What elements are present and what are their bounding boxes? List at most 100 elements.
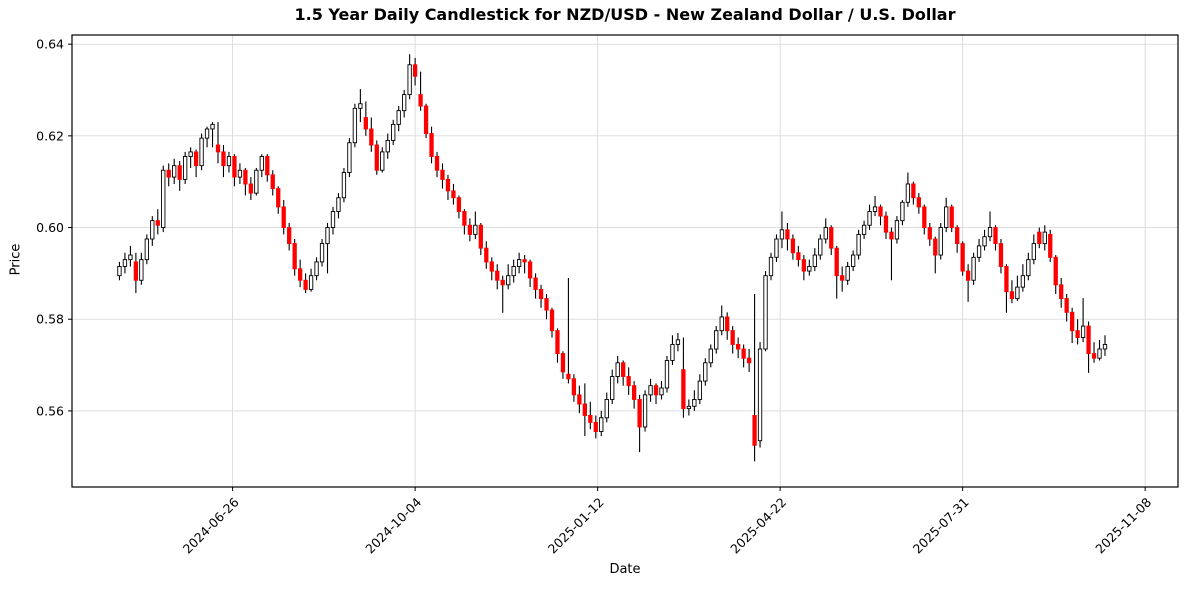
candle-down	[292, 243, 297, 270]
candle-up	[1102, 343, 1108, 350]
x-tick-label: 2024-06-26	[180, 494, 242, 556]
candle-down	[456, 197, 462, 212]
candle-up	[675, 339, 681, 345]
candle-down	[631, 385, 637, 400]
candle-down	[801, 259, 807, 272]
candle-down	[796, 252, 801, 261]
candle-down	[681, 369, 686, 410]
candle-down	[374, 144, 379, 171]
candle-down	[736, 343, 741, 350]
candle-up	[615, 362, 620, 377]
candle-down	[155, 220, 160, 226]
candle-up	[812, 254, 817, 267]
candle-up	[670, 343, 675, 361]
candle-up	[894, 220, 900, 240]
y-tick-label: 0.56	[36, 403, 64, 418]
candle-down	[998, 243, 1004, 267]
candle-down	[1048, 233, 1053, 258]
candle-down	[785, 229, 790, 240]
candle-up	[938, 227, 943, 256]
candle-down	[533, 277, 538, 290]
candle-down	[911, 183, 916, 199]
candle-up	[161, 169, 166, 228]
candle-up	[1031, 243, 1036, 261]
candle-down	[560, 353, 566, 373]
candle-up	[703, 362, 708, 382]
candle-up	[199, 137, 204, 167]
candle-down	[955, 227, 960, 245]
candle-up	[867, 211, 872, 226]
candle-down	[730, 330, 735, 345]
candle-down	[1053, 256, 1058, 286]
candle-down	[582, 403, 587, 416]
candle-up	[150, 220, 155, 240]
candle-down	[462, 211, 467, 226]
candle-up	[506, 275, 511, 286]
candle-down	[544, 298, 549, 311]
candle-up	[1015, 286, 1020, 300]
candle-down	[1059, 284, 1064, 300]
candle-down	[621, 362, 626, 377]
candle-up	[407, 64, 412, 96]
candle-down	[1091, 353, 1097, 359]
candle-up	[719, 316, 724, 332]
candle-up	[319, 243, 325, 263]
candle-down	[949, 206, 954, 228]
candle-down	[1037, 231, 1042, 245]
candle-down	[566, 373, 571, 380]
candle-down	[281, 206, 286, 228]
candle-down	[889, 231, 894, 240]
y-tick-label: 0.62	[36, 128, 64, 143]
candle-up	[325, 227, 330, 245]
candle-down	[434, 156, 440, 171]
x-tick-label: 2024-10-04	[362, 494, 424, 556]
candle-up	[944, 206, 949, 228]
candle-up	[516, 259, 522, 267]
candle-down	[484, 247, 489, 263]
candle-up	[982, 236, 987, 247]
candle-up	[385, 139, 390, 153]
candle-down	[840, 275, 845, 281]
candle-up	[226, 156, 232, 167]
candle-up	[259, 156, 264, 171]
candle-down	[933, 238, 938, 256]
candle-down	[571, 378, 577, 396]
candle-up	[610, 376, 615, 400]
candle-up	[697, 380, 702, 400]
candle-down	[418, 94, 423, 107]
candle-down	[1069, 311, 1075, 332]
candle-down	[916, 197, 921, 208]
candle-down	[752, 415, 757, 446]
candle-up	[604, 398, 609, 419]
candle-up	[144, 238, 149, 261]
candle-up	[380, 151, 385, 171]
candle-up	[139, 259, 144, 281]
candle-down	[960, 243, 965, 272]
candle-up	[391, 123, 396, 141]
candle-down	[555, 330, 560, 355]
candle-up	[818, 238, 823, 256]
candle-up	[763, 275, 768, 350]
candle-up	[341, 172, 347, 199]
candle-down	[489, 261, 494, 272]
candle-down	[133, 261, 139, 281]
candle-up	[237, 169, 243, 178]
candle-down	[1064, 298, 1069, 313]
candle-up	[122, 259, 128, 267]
candle-down	[440, 169, 445, 180]
candle-up	[692, 398, 697, 407]
candle-down	[741, 348, 746, 359]
candle-up	[686, 405, 692, 410]
x-tick-label: 2025-07-31	[910, 495, 972, 557]
candle-down	[834, 247, 839, 277]
candle-up	[971, 256, 976, 281]
candle-up	[823, 227, 828, 240]
candle-down	[193, 151, 199, 167]
candle-down	[922, 206, 927, 228]
candle-up	[905, 183, 911, 203]
candle-down	[303, 279, 308, 290]
candle-down	[478, 224, 483, 249]
candle-up	[358, 103, 363, 109]
candle-up	[1042, 231, 1047, 245]
